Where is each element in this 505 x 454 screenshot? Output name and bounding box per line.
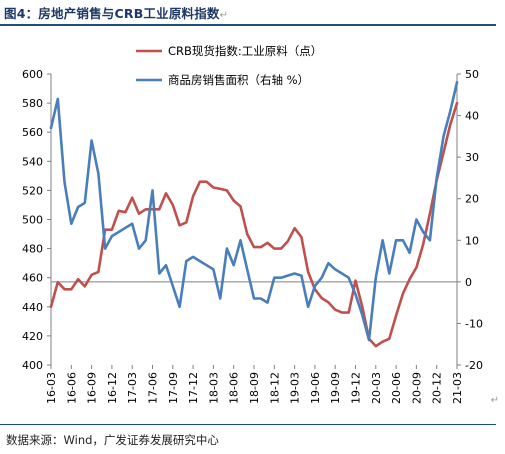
- crb-series-line: [49, 101, 459, 348]
- left-y-tick-label: 580: [22, 97, 43, 110]
- x-tick-label: 18-06: [228, 372, 241, 404]
- left-y-tick-label: 540: [22, 155, 43, 168]
- x-tick-label: 20-03: [370, 372, 383, 404]
- sales-series-line: [49, 80, 459, 342]
- right-y-tick-label: 0: [465, 276, 472, 289]
- x-tick-label: 18-12: [268, 372, 281, 404]
- x-tick-label: 20-06: [390, 372, 403, 404]
- legend-label: 商品房销售面积（右轴 %）: [168, 73, 309, 87]
- left-y-tick-label: 480: [22, 243, 43, 256]
- x-tick-label: 16-09: [86, 372, 99, 404]
- x-tick-label: 19-09: [329, 372, 342, 404]
- x-tick-label: 21-03: [451, 372, 464, 404]
- left-y-tick-label: 440: [22, 301, 43, 314]
- right-y-tick-label: 30: [465, 151, 479, 164]
- right-y-tick-label: 50: [465, 68, 479, 81]
- right-y-tick-label: 10: [465, 234, 479, 247]
- left-y-tick-label: 400: [22, 359, 43, 372]
- line-chart: 400 420 440 460 480 500 520 540 560 580 600 -20 -10 0…: [22, 44, 483, 404]
- x-tick-label: 19-12: [350, 372, 363, 404]
- x-tick-label: 19-03: [289, 372, 302, 404]
- x-tick-label: 17-09: [167, 372, 180, 404]
- x-tick-label: 16-03: [45, 372, 58, 404]
- x-tick-label: 19-06: [309, 372, 322, 404]
- legend-label: CRB现货指数:工业原料（点）: [168, 44, 322, 58]
- right-y-tick-label: 20: [465, 193, 479, 206]
- figure-title: 图4：房地产销售与CRB工业原料指数↵: [4, 6, 229, 21]
- x-tick-label: 17-06: [147, 372, 160, 404]
- x-tick-label: 20-09: [410, 372, 423, 404]
- figure-source: 数据来源：Wind，广发证券发展研究中心: [6, 433, 219, 447]
- title-bar: 图4：房地产销售与CRB工业原料指数↵: [0, 0, 496, 26]
- left-y-tick-label: 420: [22, 330, 43, 343]
- x-tick-label: 18-09: [248, 372, 261, 404]
- x-tick-label: 16-12: [106, 372, 119, 404]
- left-y-tick-label: 600: [22, 68, 43, 81]
- paragraph-mark-icon: ↵: [490, 395, 499, 406]
- left-y-tick-label: 520: [22, 184, 43, 197]
- source-bar: 数据来源：Wind，广发证券发展研究中心: [0, 424, 496, 453]
- right-y-tick-label: 40: [465, 110, 479, 123]
- paragraph-mark-icon: ↵: [219, 10, 229, 21]
- left-y-tick-label: 560: [22, 126, 43, 139]
- left-y-tick-label: 460: [22, 272, 43, 285]
- x-tick-label: 17-12: [187, 372, 200, 404]
- left-y-tick-label: 500: [22, 214, 43, 227]
- x-tick-label: 18-03: [207, 372, 220, 404]
- right-y-tick-label: -10: [465, 317, 483, 330]
- x-tick-label: 16-06: [65, 372, 78, 404]
- x-tick-label: 20-12: [431, 372, 444, 404]
- x-tick-label: 17-03: [126, 372, 139, 404]
- right-y-tick-label: -20: [465, 359, 483, 372]
